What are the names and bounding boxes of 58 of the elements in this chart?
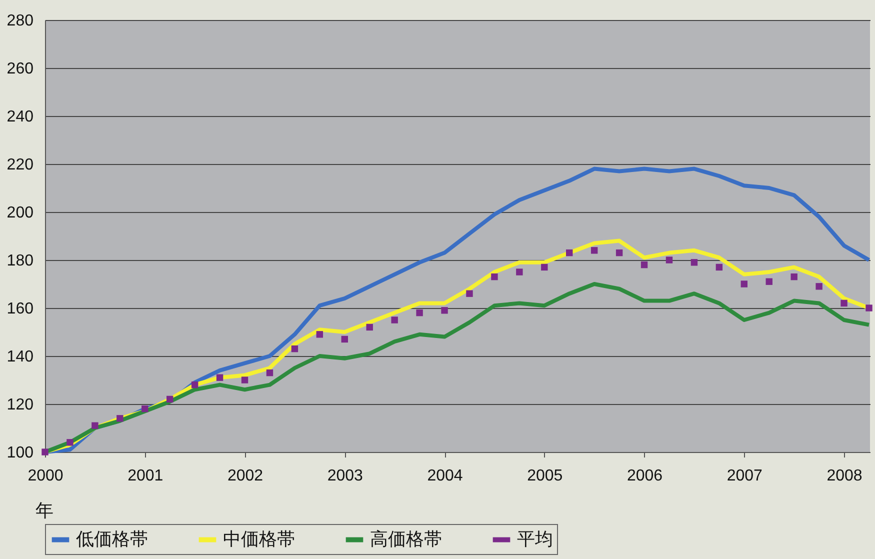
point	[216, 374, 224, 381]
point	[590, 247, 598, 254]
point	[566, 249, 573, 256]
point	[666, 256, 673, 264]
y-tick-label: 260	[6, 60, 34, 78]
point	[840, 300, 848, 307]
x-tick-label: 2000	[28, 468, 64, 484]
y-tick-label: 100	[6, 444, 34, 462]
point	[790, 273, 798, 280]
y-tick-label: 220	[6, 156, 34, 174]
point	[466, 290, 473, 297]
point	[42, 448, 48, 456]
point	[516, 268, 523, 276]
y-tick-label: 200	[6, 204, 34, 222]
point	[142, 405, 148, 412]
point	[316, 331, 324, 338]
point	[640, 261, 648, 268]
point	[66, 439, 74, 446]
y-tick-label: 280	[6, 12, 34, 30]
x-tick-label: 2001	[128, 468, 164, 484]
x-tick-label: 2003	[327, 468, 364, 484]
legend-label: 高価格帯	[370, 528, 442, 549]
point	[740, 280, 748, 288]
y-tick-label: 160	[6, 300, 34, 318]
x-tick-label: 2002	[227, 468, 264, 484]
point	[816, 283, 822, 290]
legend-label: 中価格帯	[223, 528, 295, 549]
point	[241, 376, 248, 384]
point	[92, 422, 98, 429]
point	[191, 381, 198, 388]
x-tick-label: 2008	[826, 468, 862, 484]
y-tick-label: 140	[6, 348, 34, 366]
point	[416, 309, 423, 316]
y-tick-label: 180	[6, 252, 34, 270]
x-tick-label: 2007	[726, 468, 763, 484]
point	[716, 264, 723, 271]
x-tick-label: 2004	[427, 468, 463, 484]
y-tick-label: 240	[6, 108, 34, 126]
point	[541, 264, 548, 271]
legend-label: 低価格帯	[76, 528, 148, 549]
legend-label: 平均	[517, 528, 553, 549]
x-axis-title: 年	[36, 500, 54, 520]
point	[491, 273, 498, 280]
point	[441, 307, 448, 314]
y-tick-label: 120	[6, 396, 34, 414]
point	[116, 415, 124, 422]
point	[266, 369, 274, 376]
point	[616, 249, 623, 256]
point	[866, 304, 872, 312]
x-tick-label: 2006	[626, 468, 663, 484]
x-tick-label: 2005	[527, 468, 563, 484]
point	[366, 324, 373, 331]
point	[291, 345, 298, 352]
point	[391, 316, 398, 324]
point	[690, 259, 698, 266]
point	[766, 278, 772, 285]
point	[166, 396, 174, 403]
point	[341, 336, 348, 343]
